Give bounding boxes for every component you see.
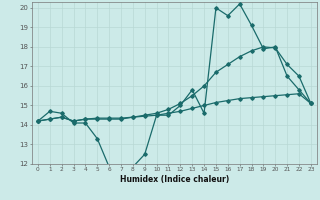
X-axis label: Humidex (Indice chaleur): Humidex (Indice chaleur) bbox=[120, 175, 229, 184]
